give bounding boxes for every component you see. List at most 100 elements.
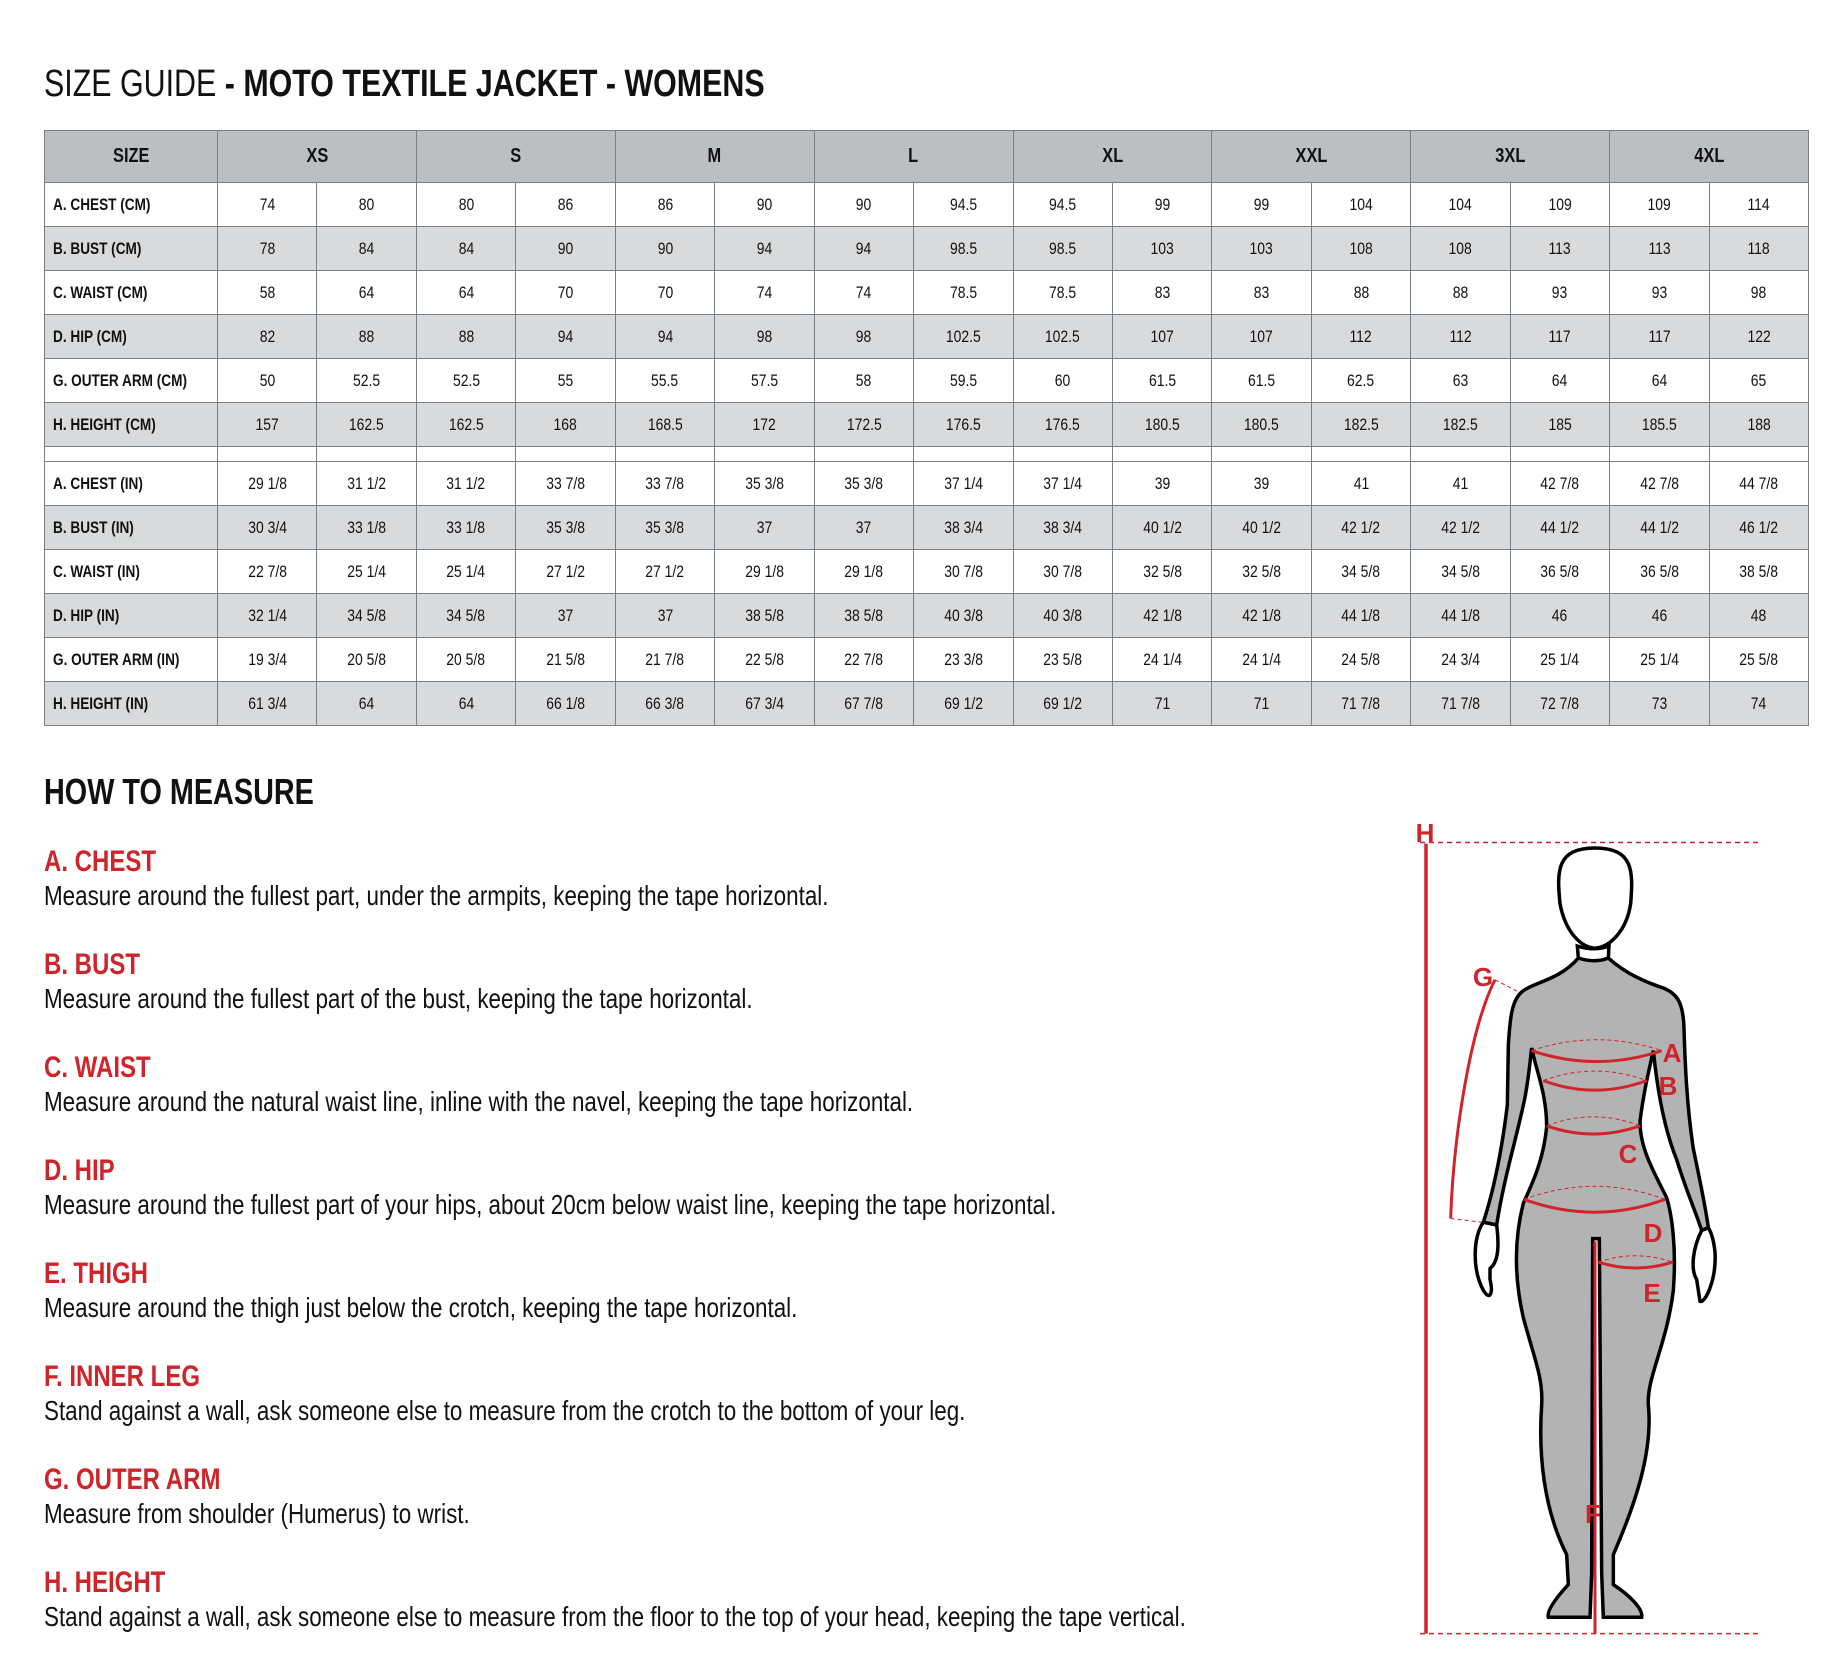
table-cell: 55 [515,358,616,403]
table-cell: 64 [415,681,517,726]
table-cell: 52.5 [415,358,517,403]
table-cell: 48 [1708,593,1810,638]
measure-title: A. CHEST [44,845,157,878]
table-cell: 33 1/8 [415,505,517,550]
label-c: C [1618,1139,1638,1169]
table-cell: 31 1/2 [415,461,517,506]
table-cell: 34 5/8 [316,593,417,638]
table-cell: 44 1/2 [1509,505,1611,550]
table-cell: 32 5/8 [1211,549,1312,594]
table-cell: 94 [813,226,915,271]
table-cell: 58 [216,270,318,315]
table-cell: 65 [1708,358,1810,403]
table-cell: 82 [216,314,318,359]
title-light: SIZE GUIDE [44,63,217,105]
size-column-xl: XL [1012,130,1213,183]
row-label: B. BUST (CM) [44,226,218,271]
table-cell: 27 1/2 [515,549,616,594]
table-cell: 33 7/8 [515,461,616,506]
table-cell: 34 5/8 [1410,549,1511,594]
measure-section: C. WAIST Measure around the natural waist… [44,1051,1130,1119]
table-cell: 42 1/8 [1111,593,1213,638]
table-cell: 29 1/8 [813,549,915,594]
table-cell: 84 [415,226,517,271]
table-cell: 113 [1509,226,1611,271]
table-cell: 94.5 [1012,182,1113,227]
measure-description: Measure around the fullest part of the b… [44,983,753,1014]
table-cell: 71 [1111,681,1213,726]
table-cell: 168 [515,402,616,447]
table-cell: 44 7/8 [1708,461,1810,506]
table-cell: 112 [1310,314,1412,359]
table-cell: 38 5/8 [714,593,815,638]
table-cell: 24 1/4 [1211,637,1312,682]
table-cell: 46 [1509,593,1611,638]
table-cell: 168.5 [614,402,716,447]
table-cell: 22 7/8 [813,637,915,682]
table-cell: 34 5/8 [415,593,517,638]
measure-section: E. THIGH Measure around the thigh just be… [44,1257,986,1325]
table-cell: 93 [1509,270,1611,315]
measure-title: D. HIP [44,1154,115,1187]
row-label: D. HIP (IN) [44,593,218,638]
neck [1577,946,1609,961]
table-cell: 176.5 [1012,402,1113,447]
table-cell: 21 5/8 [515,637,616,682]
table-cell: 88 [1310,270,1412,315]
measure-title: C. WAIST [44,1051,151,1084]
table-cell: 185 [1509,402,1611,447]
table-cell: 61 3/4 [216,681,318,726]
table-cell: 30 7/8 [1012,549,1113,594]
table-cell: 83 [1211,270,1312,315]
page-title: SIZE GUIDE - MOTO TEXTILE JACKET - WOMEN… [44,62,945,106]
table-cell: 46 1/2 [1708,505,1810,550]
row-label: G. OUTER ARM (IN) [44,637,218,682]
table-cell: 41 [1310,461,1412,506]
table-cell: 37 1/4 [1012,461,1113,506]
table-cell: 71 [1211,681,1312,726]
table-cell: 114 [1708,182,1810,227]
measure-section: F. INNER LEG Stand against a wall, ask so… [44,1360,1196,1428]
size-column-3xl: 3XL [1410,130,1611,183]
measure-title: G. OUTER ARM [44,1463,221,1496]
table-cell: 36 5/8 [1609,549,1710,594]
table-cell: 107 [1211,314,1312,359]
table-cell: 23 5/8 [1012,637,1113,682]
table-cell: 42 1/2 [1310,505,1412,550]
table-cell: 32 1/4 [216,593,318,638]
row-label: C. WAIST (CM) [44,270,218,315]
table-cell: 20 5/8 [316,637,417,682]
measure-description: Stand against a wall, ask someone else t… [44,1601,1186,1632]
how-to-measure-heading: HOW TO MEASURE [44,771,314,812]
table-cell: 172 [714,402,815,447]
table-cell: 98 [1708,270,1810,315]
table-cell: 40 3/8 [1012,593,1113,638]
table-cell: 25 1/4 [1609,637,1710,682]
table-cell: 107 [1111,314,1213,359]
table-cell: 78 [216,226,318,271]
table-cell: 29 1/8 [714,549,815,594]
table-cell: 60 [1012,358,1113,403]
table-cell: 188 [1708,402,1810,447]
measure-title: F. INNER LEG [44,1360,201,1393]
table-row: B. BUST (CM) 78 84 84 90 90 94 94 98.5 98.5 103 103… [44,226,1810,271]
table-cell: 102.5 [913,314,1014,359]
table-cell: 102.5 [1012,314,1113,359]
label-f: F [1585,1499,1601,1529]
table-cell: 40 1/2 [1111,505,1213,550]
table-cell: 71 7/8 [1310,681,1412,726]
measure-description: Stand against a wall, ask someone else t… [44,1395,966,1426]
table-cell: 90 [614,226,716,271]
table-cell: 66 1/8 [515,681,616,726]
table-row: C. WAIST (IN) 22 7/8 25 1/4 25 1/4 27 1/2 27 … [44,549,1810,594]
table-cell: 122 [1708,314,1810,359]
table-cell: 39 [1111,461,1213,506]
table-cell: 44 1/8 [1410,593,1511,638]
label-h: H [1415,818,1435,848]
table-cell: 94 [714,226,815,271]
row-label: G. OUTER ARM (CM) [44,358,218,403]
table-cell: 172.5 [813,402,915,447]
table-cell: 42 1/8 [1211,593,1312,638]
table-cell: 64 [1509,358,1611,403]
table-cell: 162.5 [316,402,417,447]
